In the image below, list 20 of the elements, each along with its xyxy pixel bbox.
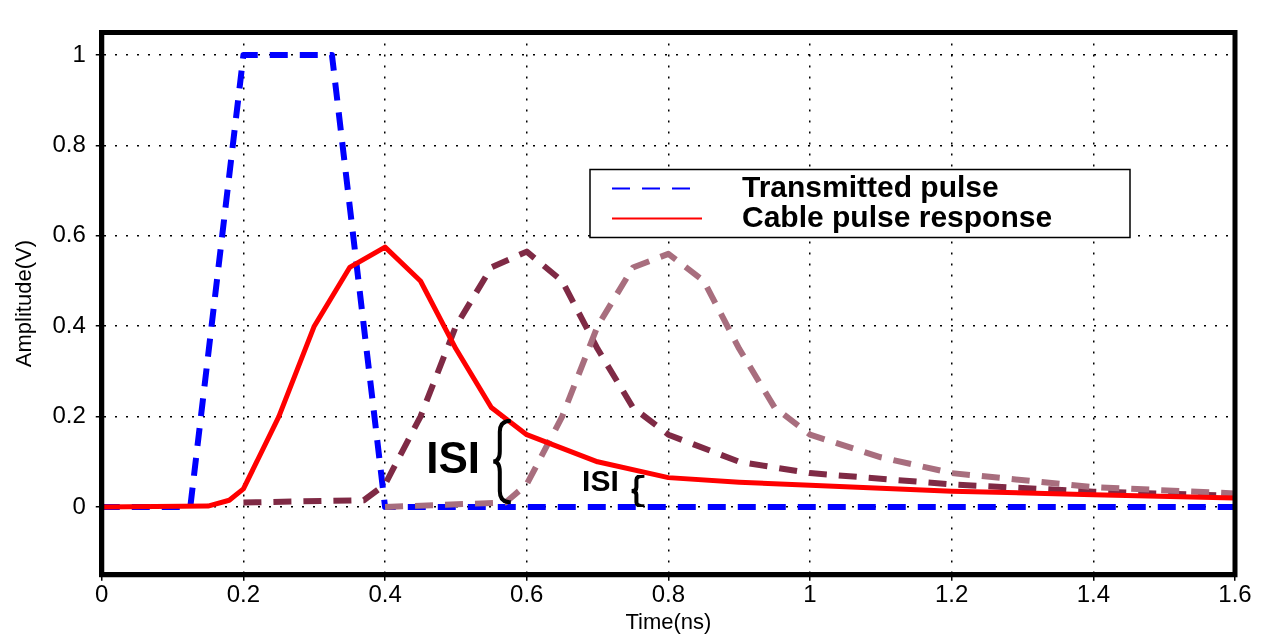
x-tick-label: 1.2 xyxy=(935,579,969,607)
x-axis-title: Time(ns) xyxy=(625,608,712,634)
y-tick-label: 1 xyxy=(72,39,86,67)
x-tick-label: 0.2 xyxy=(226,579,261,607)
x-tick-label: 0.4 xyxy=(368,579,402,607)
y-axis-title: Amplitude(V) xyxy=(11,240,37,368)
x-tick-label: 0 xyxy=(95,579,109,607)
x-tick-label: 0.6 xyxy=(510,579,544,607)
y-tick-label: 0.6 xyxy=(52,220,86,248)
x-tick-label: 0.8 xyxy=(651,579,686,607)
y-tick-label: 0 xyxy=(72,491,86,519)
y-tick-label: 0.8 xyxy=(52,130,86,158)
legend-label: Transmitted pulse xyxy=(742,169,999,203)
x-tick-label: 1 xyxy=(803,579,817,607)
annotation: ISI xyxy=(426,433,480,483)
x-tick-label: 1.6 xyxy=(1218,579,1252,607)
x-tick-label: 1.4 xyxy=(1076,579,1111,607)
y-tick-label: 0.4 xyxy=(52,310,86,338)
annotation: ISI xyxy=(582,463,619,497)
y-tick-label: 0.2 xyxy=(52,401,86,429)
